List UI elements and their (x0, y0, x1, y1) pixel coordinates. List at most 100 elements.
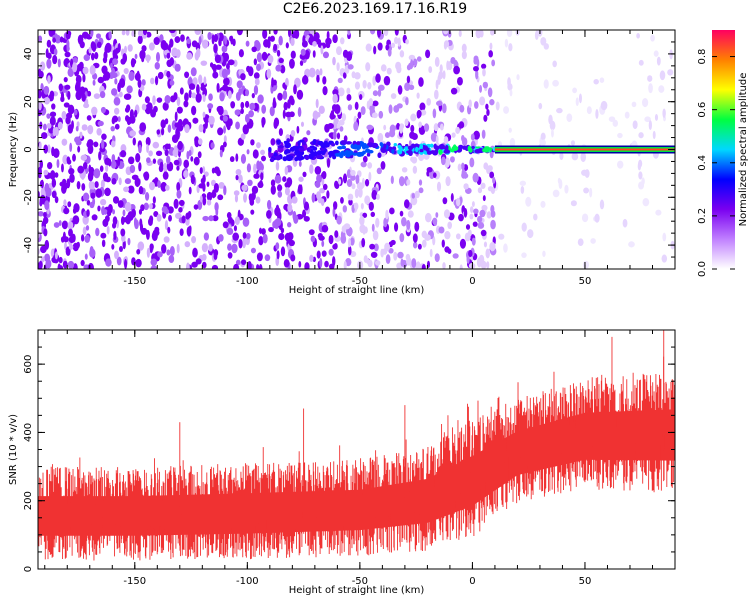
x-tick-label: 50 (579, 276, 592, 287)
noise-cell (303, 215, 310, 222)
noise-cell (207, 31, 212, 41)
noise-cell (650, 34, 655, 42)
noise-cell (287, 222, 292, 228)
noise-cell (82, 226, 87, 236)
noise-cell (632, 120, 638, 129)
noise-cell (226, 121, 231, 131)
noise-cell (354, 188, 359, 199)
noise-cell (82, 214, 89, 225)
noise-cell (154, 62, 160, 70)
noise-cell (267, 54, 274, 64)
noise-cell (41, 132, 48, 140)
noise-cell (527, 229, 534, 239)
noise-cell (215, 64, 222, 70)
signal-cell (327, 150, 335, 157)
noise-cell (217, 105, 224, 116)
noise-cell (208, 115, 215, 125)
noise-cell (200, 85, 206, 92)
noise-cell (273, 117, 280, 128)
noise-cell (198, 36, 202, 45)
noise-cell (438, 226, 445, 234)
noise-cell (167, 226, 171, 234)
noise-cell (167, 206, 174, 214)
noise-cell (318, 105, 325, 115)
noise-cell (483, 162, 489, 170)
noise-cell (300, 48, 306, 56)
noise-cell (230, 101, 236, 109)
noise-cell (472, 221, 478, 227)
noise-cell (251, 46, 257, 53)
noise-cell (46, 39, 52, 48)
signal-cell (438, 143, 446, 150)
noise-cell (280, 246, 286, 257)
noise-cell (166, 70, 171, 78)
signal-cell (306, 147, 312, 153)
noise-cell (112, 216, 118, 226)
noise-cell (418, 187, 424, 194)
noise-cell (408, 62, 414, 70)
noise-cell (176, 243, 180, 254)
noise-cell (435, 212, 439, 218)
noise-cell (195, 258, 202, 265)
noise-cell (445, 157, 451, 168)
signal-cell (363, 145, 370, 149)
noise-cell (238, 238, 243, 249)
noise-cell (176, 182, 181, 192)
noise-cell (196, 84, 200, 95)
noise-cell (139, 122, 147, 132)
noise-cell (248, 110, 254, 118)
noise-cell (391, 42, 396, 49)
signal-cell (430, 150, 436, 154)
noise-cell (269, 35, 275, 42)
noise-cell (556, 107, 563, 114)
noise-cell (312, 50, 316, 58)
noise-cell (44, 182, 50, 194)
noise-cell (552, 60, 557, 68)
noise-cell (185, 262, 190, 269)
noise-cell (399, 210, 404, 217)
noise-cell (108, 158, 112, 167)
noise-cell (397, 85, 403, 95)
noise-cell (208, 243, 213, 252)
noise-cell (418, 125, 426, 136)
noise-cell (67, 67, 74, 77)
noise-cell (164, 95, 171, 104)
noise-cell (146, 144, 149, 153)
noise-cell (131, 58, 137, 65)
noise-cell (81, 124, 88, 131)
noise-cell (110, 62, 113, 69)
noise-cell (428, 66, 433, 73)
noise-cell (316, 74, 320, 83)
noise-cell (322, 51, 330, 59)
noise-cell (210, 142, 215, 149)
noise-cell (521, 252, 527, 258)
noise-cell (167, 143, 171, 150)
noise-cell (62, 178, 67, 185)
noise-cell (373, 243, 379, 252)
noise-cell (466, 253, 470, 264)
noise-cell (287, 30, 292, 38)
noise-cell (178, 199, 185, 207)
noise-cell (478, 30, 483, 37)
noise-cell (202, 174, 206, 183)
noise-cell (89, 30, 94, 38)
signal-cell (451, 145, 459, 151)
x-tick-label: 50 (579, 576, 592, 587)
signal-cell (313, 150, 318, 157)
noise-cell (157, 180, 161, 188)
noise-cell (206, 191, 213, 202)
noise-cell (214, 54, 222, 64)
noise-cell (659, 70, 666, 81)
noise-cell (245, 89, 250, 97)
noise-cell (449, 156, 455, 163)
noise-cell (91, 42, 97, 53)
noise-cell (174, 111, 178, 122)
noise-cell (332, 130, 337, 140)
noise-cell (254, 78, 260, 86)
y-tick-label: -40 (23, 237, 34, 253)
noise-cell (127, 185, 135, 194)
noise-cell (128, 71, 135, 81)
noise-cell (100, 198, 107, 206)
noise-cell (38, 103, 42, 109)
noise-cell (377, 132, 384, 143)
